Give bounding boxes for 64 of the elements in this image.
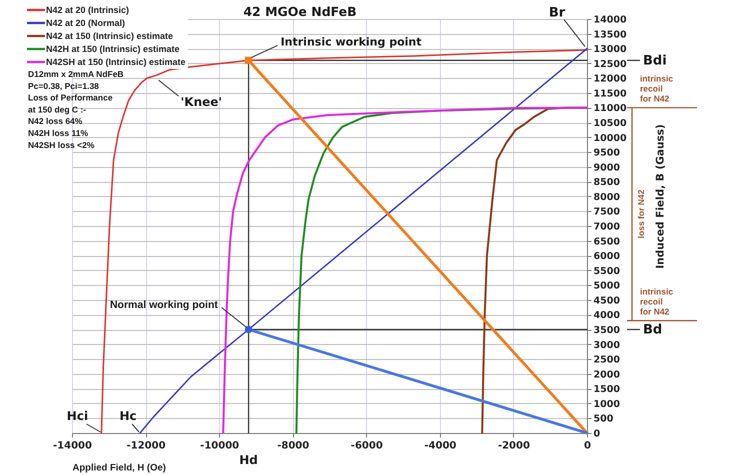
annotation: Br — [548, 6, 566, 21]
legend-label: N42H at 150 (Intrinsic) estimate — [46, 44, 180, 54]
y-tick-label: 0 — [594, 428, 600, 440]
y-tick-label: 9500 — [594, 148, 620, 159]
annotation: Normal working point — [110, 299, 218, 311]
annotation: N42H loss 11% — [28, 128, 88, 138]
y-tick-label: 13500 — [594, 29, 627, 40]
annotation: Loss of Performance — [28, 92, 113, 103]
y-tick-label: 5500 — [594, 266, 620, 277]
legend-label: N42 at 150 (Intrinsic) estimate — [46, 31, 174, 41]
y-tick-label: 11000 — [594, 103, 627, 114]
y-tick-label: 3500 — [594, 325, 620, 336]
x-axis-title: Applied Field, H (Oe) — [72, 462, 166, 474]
annotation: Hci — [66, 409, 88, 423]
y-tick-label: 10000 — [594, 132, 627, 144]
y-tick-label: 5000 — [594, 280, 620, 292]
x-tick-label: 0 — [584, 440, 592, 452]
y-tick-label: 8000 — [594, 192, 620, 203]
x-tick-label: -8000 — [277, 440, 310, 452]
y-tick-label: 7000 — [594, 222, 620, 232]
chart-title: 42 MGOe NdFeB — [243, 4, 357, 19]
y-tick-label: 500 — [594, 414, 614, 425]
y-tick-label: 4000 — [594, 310, 620, 322]
annotation: Intrinsic working point — [280, 35, 422, 48]
y-tick-label: 1000 — [594, 398, 620, 410]
y-tick-label: 12500 — [594, 58, 627, 70]
y-tick-label: 2500 — [594, 354, 620, 366]
y-tick-label: 1500 — [594, 384, 620, 396]
text: Bd — [643, 322, 662, 338]
y-tick-label: 13000 — [594, 44, 627, 56]
x-tick-label: -10000 — [200, 440, 240, 452]
y-tick-label: 12000 — [594, 74, 627, 85]
y-tick-label: 4500 — [594, 295, 620, 306]
legend-label: N42 at 20 (Intrinsic) — [46, 5, 130, 15]
annotation: Hd — [239, 453, 258, 467]
y-tick-label: 6500 — [594, 236, 620, 248]
x-tick-label: -6000 — [350, 440, 383, 452]
y-tick-label: 10500 — [594, 118, 627, 129]
y-tick-label: 2000 — [594, 369, 620, 380]
y-tick-label: 9000 — [594, 162, 620, 174]
annotation: Pc=0.38, Pci=1.38 — [28, 80, 100, 91]
x-tick-label: -2000 — [498, 440, 530, 452]
y-axis-title: Induced Field, B (Gauss) — [654, 124, 666, 269]
annotation: 'Knee' — [180, 95, 222, 110]
annotation: D12mm x 2mmA NdFeB — [28, 69, 124, 79]
y-tick-label: 8500 — [594, 177, 620, 188]
legend-label: N42SH at 150 (Intrinsic) estimate — [46, 57, 186, 67]
y-tick-label: 3000 — [594, 340, 620, 351]
annotation: Hc — [119, 409, 137, 423]
y-tick-label: 6000 — [594, 251, 620, 262]
text: loss for N42 — [636, 189, 646, 238]
annotation: at 150 deg C :- — [28, 104, 86, 114]
y-tick-label: 7500 — [594, 206, 620, 218]
annotation: N42 loss 64% — [28, 116, 83, 126]
x-tick-label: -14000 — [53, 440, 92, 452]
x-tick-label: -12000 — [126, 440, 166, 452]
y-tick-label: 11500 — [594, 88, 627, 100]
y-tick-label: 14000 — [594, 14, 627, 26]
annotation: N42SH loss <2% — [28, 140, 95, 150]
x-tick-label: -4000 — [424, 440, 456, 452]
text: Bdi — [643, 53, 667, 68]
text: intrinsic recoil for N42 — [640, 74, 674, 104]
legend-label: N42 at 20 (Normal) — [46, 18, 126, 28]
text: intrinsic recoil for N42 — [640, 286, 674, 317]
